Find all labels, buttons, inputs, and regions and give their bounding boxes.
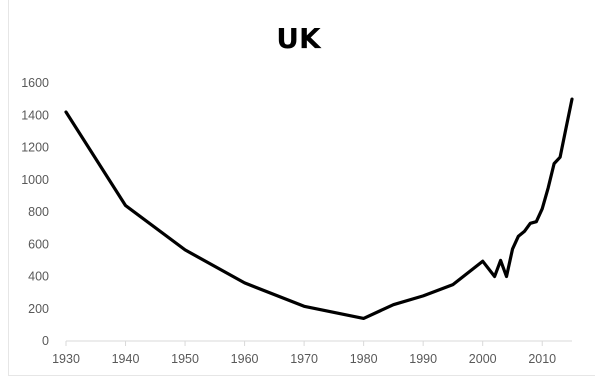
y-tick-label: 200 (28, 302, 49, 316)
x-tick-label: 2000 (469, 352, 497, 366)
y-tick-label: 1000 (21, 173, 49, 187)
x-tick-label: 1940 (112, 352, 140, 366)
y-tick-label: 1400 (21, 108, 49, 122)
x-tick-label: 1990 (409, 352, 437, 366)
y-tick-label: 1200 (21, 141, 49, 155)
chart-frame (8, 0, 595, 376)
y-tick-label: 1600 (21, 76, 49, 90)
y-tick-label: 400 (28, 270, 49, 284)
y-tick-label: 600 (28, 237, 49, 251)
x-tick-label: 1930 (52, 352, 80, 366)
y-tick-label: 800 (28, 205, 49, 219)
x-tick-label: 1950 (171, 352, 199, 366)
x-tick-label: 1970 (290, 352, 318, 366)
y-tick-label: 0 (42, 334, 49, 348)
x-tick-label: 1960 (231, 352, 259, 366)
series-line (64, 97, 574, 320)
x-tick-label: 2010 (528, 352, 556, 366)
chart-title: UK (276, 22, 321, 55)
x-tick-label: 1980 (350, 352, 378, 366)
